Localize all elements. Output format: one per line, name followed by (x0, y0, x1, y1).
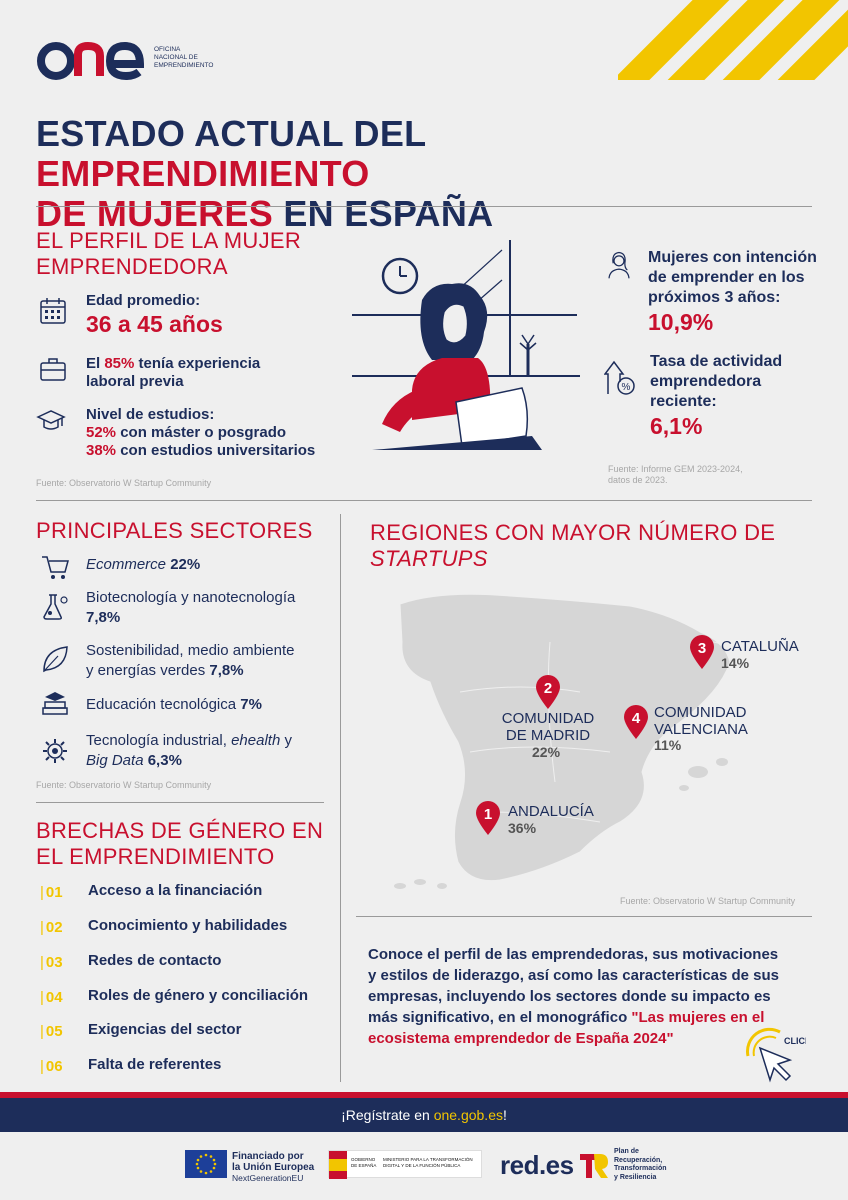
gap-item: Redes de contacto (88, 952, 222, 969)
gap-item: Falta de referentes (88, 1056, 222, 1073)
sector-sustainability: Sostenibilidad, medio ambiente y energía… (86, 642, 295, 679)
region-pct: 14% (721, 655, 750, 671)
register-banner[interactable]: ¡Regístrate en one.gob.es! (0, 1098, 848, 1132)
experience-block: El 85% tenía experiencia laboral previa (86, 355, 261, 390)
region-valencia: COMUNIDAD VALENCIANA (654, 704, 748, 738)
page-title: ESTADO ACTUAL DEL EMPRENDIMIENTO DE MUJE… (36, 113, 494, 234)
stats-source: Fuente: Informe GEM 2023-2024, datos de … (608, 464, 743, 485)
age-value: 36 a 45 años (86, 311, 223, 337)
gap-item: Roles de género y conciliación (88, 987, 309, 1004)
rate-value: 6,1% (650, 413, 703, 439)
click-label: CLICK! (784, 1036, 806, 1046)
gap-number: | 06 (40, 1058, 63, 1075)
gap-item: Conocimiento y habilidades (88, 917, 288, 934)
spain-map (394, 593, 741, 889)
divider (356, 916, 812, 917)
region-cataluna: CATALUÑA (721, 638, 799, 655)
divider (36, 500, 812, 501)
growth-percent-icon: % (604, 360, 635, 395)
regions-source: Fuente: Observatorio W Startup Community (620, 896, 796, 906)
red-band (0, 1092, 848, 1098)
logo-tagline: OFICINA NACIONAL DE EMPRENDIMIENTO (154, 46, 214, 69)
rate-block: Tasa de actividad emprendedora reciente:… (650, 353, 783, 439)
intent-block: Mujeres con intención de emprender en lo… (648, 249, 817, 335)
gap-number: | 01 (40, 884, 63, 901)
books-icon (42, 692, 68, 715)
region-andalucia: ANDALUCÍA (508, 803, 594, 820)
sector-ecommerce: Ecommerce 22% (86, 556, 201, 573)
pin-number: 1 (484, 806, 492, 823)
region-pct: 36% (508, 820, 537, 836)
recovery-plan-text: Plan de Recuperación, Transformación y R… (614, 1148, 667, 1181)
vertical-divider (340, 514, 341, 1082)
age-block: Edad promedio: 36 a 45 años (86, 292, 223, 337)
woman-working-illustration (352, 240, 580, 450)
regions-heading: REGIONES CON MAYOR NÚMERO DE STARTUPS (370, 520, 776, 571)
gaps-heading: BRECHAS DE GÉNERO EN EL EMPRENDIMIENTO (36, 818, 324, 869)
sector-industrial: Tecnología industrial, ehealth y Big Dat… (86, 732, 292, 769)
monograph-promo[interactable]: Conoce el perfil de las emprendedoras, s… (368, 946, 780, 1047)
graduation-cap-icon (36, 410, 66, 430)
leaf-icon (43, 646, 68, 673)
pin-number: 3 (698, 640, 706, 657)
gap-item: Exigencias del sector (88, 1021, 242, 1038)
shopping-cart-icon (42, 556, 69, 579)
profile-heading: EL PERFIL DE LA MUJER EMPRENDEDORA (36, 228, 302, 279)
divider (36, 206, 812, 207)
gap-number: | 04 (40, 989, 63, 1006)
region-pct: 22% (532, 744, 561, 760)
sector-edtech: Educación tecnológica 7% (86, 696, 262, 713)
gap-number: | 03 (40, 954, 63, 971)
map-pin-icon: 1 (476, 801, 500, 835)
register-link[interactable]: one.gob.es (433, 1107, 503, 1123)
redes-logo: red.es (500, 1150, 574, 1180)
recovery-plan-icon (580, 1154, 608, 1178)
one-logo-mark (37, 41, 145, 81)
flask-icon (43, 594, 68, 620)
gap-number: | 05 (40, 1023, 63, 1040)
map-pin-icon: 4 (624, 705, 648, 739)
gap-item: Acceso a la financiación (88, 882, 263, 899)
intent-value: 10,9% (648, 309, 714, 335)
sector-biotech: Biotecnología y nanotecnología 7,8% (86, 589, 296, 626)
government-logo: GOBIERNO DE ESPAÑA MINISTERIO PARA LA TR… (328, 1150, 482, 1179)
click-cursor-icon[interactable]: CLICK! (740, 1026, 806, 1084)
sectors-source: Fuente: Observatorio W Startup Community (36, 780, 212, 790)
pin-number: 2 (544, 680, 552, 697)
calendar-icon (40, 298, 66, 324)
decorative-stripes (618, 0, 848, 80)
region-pct: 11% (654, 737, 682, 753)
briefcase-icon (40, 358, 66, 381)
eu-flag-icon (185, 1150, 227, 1178)
education-block: Nivel de estudios: 52% con máster o posg… (86, 406, 316, 459)
sectors-heading: PRINCIPALES SECTORES (36, 518, 313, 543)
pin-number: 4 (632, 710, 641, 727)
map-pin-icon: 3 (690, 635, 714, 669)
profile-source: Fuente: Observatorio W Startup Community (36, 478, 212, 488)
map-pin-icon: 2 (536, 675, 560, 709)
divider (36, 802, 324, 803)
svg-text:%: % (622, 382, 631, 393)
region-madrid: COMUNIDAD DE MADRID (501, 710, 595, 744)
industrial-gear-icon (43, 739, 67, 763)
one-logo (36, 36, 148, 95)
gap-number: | 02 (40, 919, 63, 936)
woman-icon (608, 251, 630, 279)
eu-funding-text: Financiado por la Unión Europea NextGene… (232, 1151, 315, 1183)
